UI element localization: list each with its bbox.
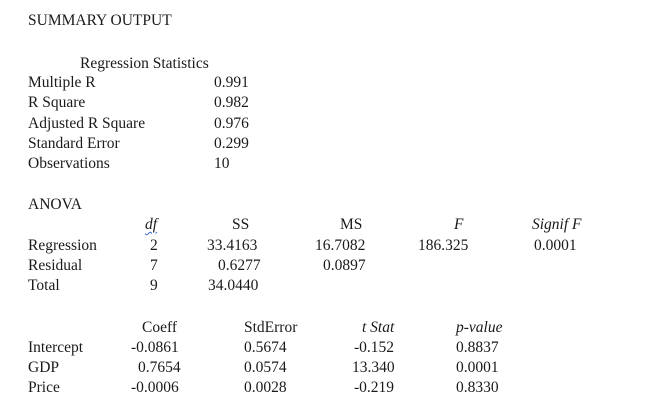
coef-header-stderror: StdError	[244, 319, 298, 336]
anova-title: ANOVA	[28, 196, 82, 213]
coef-row-label: Intercept	[28, 339, 84, 356]
coef-tstat: 13.340	[352, 359, 395, 376]
anova-header-df: df	[145, 216, 157, 234]
anova-row-label: Total	[28, 277, 60, 294]
stat-label: R Square	[28, 94, 86, 111]
coef-pvalue: 0.8837	[456, 339, 499, 356]
coef-coeff: -0.0861	[131, 339, 179, 356]
coef-header-coeff: Coeff	[142, 319, 178, 336]
coef-header-tstat: t Stat	[362, 319, 395, 336]
anova-ss: 0.6277	[218, 257, 261, 274]
coef-stderror: 0.0574	[244, 359, 287, 376]
stat-value: 10	[214, 155, 230, 172]
coef-header-pvalue: p-value	[456, 319, 503, 336]
anova-header-signif-f: Signif F	[532, 216, 582, 233]
summary-title: SUMMARY OUTPUT	[28, 12, 172, 29]
stat-label: Multiple R	[28, 74, 96, 91]
anova-df: 7	[150, 257, 158, 274]
anova-signif-f: 0.0001	[534, 237, 577, 254]
regression-statistics-header: Regression Statistics	[80, 55, 209, 72]
anova-ms: 0.0897	[323, 257, 366, 274]
anova-row-label: Regression	[28, 237, 97, 254]
coef-stderror: 0.0028	[244, 379, 287, 396]
anova-header-df-text: df	[145, 216, 158, 233]
anova-df: 2	[150, 237, 158, 254]
stat-value: 0.982	[214, 94, 249, 111]
coef-row-label: GDP	[28, 359, 60, 376]
anova-ss: 34.0440	[208, 277, 259, 294]
coef-coeff: -0.0006	[131, 379, 179, 396]
anova-ms: 16.7082	[315, 237, 366, 254]
stat-value: 0.299	[214, 135, 249, 152]
stat-label: Adjusted R Square	[28, 115, 146, 132]
stat-value: 0.976	[214, 115, 249, 132]
anova-header-ms: MS	[340, 216, 363, 233]
coef-stderror: 0.5674	[244, 339, 287, 356]
anova-df: 9	[150, 277, 158, 294]
anova-f: 186.325	[418, 237, 469, 254]
stat-label: Observations	[28, 155, 110, 172]
stat-label: Standard Error	[28, 135, 120, 152]
anova-ss: 33.4163	[207, 237, 258, 254]
coef-tstat: -0.152	[354, 339, 395, 356]
anova-row-label: Residual	[28, 257, 83, 274]
coef-pvalue: 0.8330	[456, 379, 499, 396]
coef-row-label: Price	[28, 379, 60, 396]
coef-tstat: -0.219	[354, 379, 395, 396]
anova-header-ss: SS	[232, 216, 250, 233]
coef-coeff: 0.7654	[138, 359, 181, 376]
stat-value: 0.991	[214, 74, 249, 91]
coef-pvalue: 0.0001	[456, 359, 499, 376]
anova-header-f: F	[454, 216, 464, 233]
